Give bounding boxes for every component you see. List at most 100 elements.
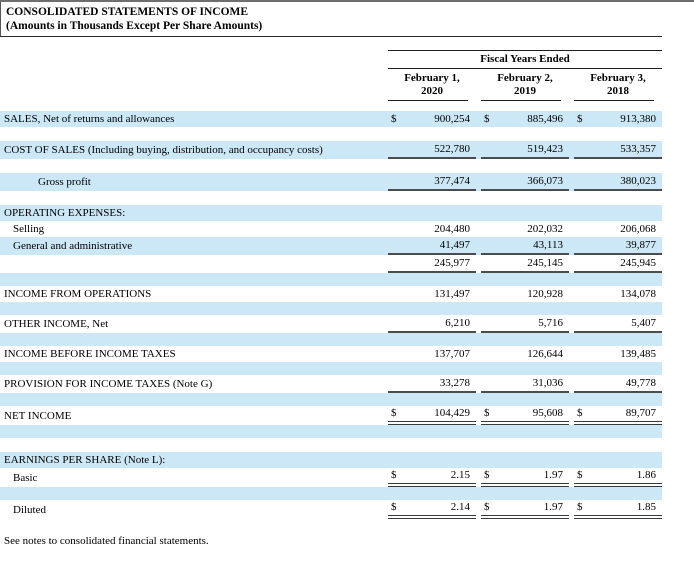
- row-cell: 202,032: [481, 221, 569, 237]
- row-cell: 41,497: [388, 237, 476, 255]
- dollar-sign: $: [577, 501, 583, 513]
- row-cell: 366,073: [481, 173, 569, 191]
- table-row: Diluted $ 2.14 $ 1.97 $ 1.85: [0, 500, 662, 519]
- table-row: OPERATING EXPENSES:: [0, 205, 662, 221]
- row-cell: $ 2.15: [388, 468, 476, 487]
- row-value: 39,877: [625, 239, 656, 251]
- spacer-row: [0, 425, 662, 438]
- footnote: See notes to consolidated financial stat…: [4, 535, 209, 547]
- column-header-line2: 2019: [514, 85, 536, 97]
- row-value: 134,078: [620, 288, 656, 300]
- row-label: General and administrative: [13, 240, 133, 252]
- dollar-sign: $: [391, 407, 397, 419]
- column-header-rule: [388, 100, 468, 101]
- row-value: 33,278: [439, 377, 470, 389]
- row-value: 43,113: [533, 239, 563, 251]
- column-date-headers: February 1, 2020 February 2, 2019 Februa…: [388, 69, 662, 101]
- row-cell: 126,644: [481, 346, 569, 362]
- row-cell: [388, 205, 476, 221]
- row-value: 885,496: [527, 113, 563, 125]
- spacer-row: [0, 273, 662, 286]
- row-label: Basic: [13, 471, 38, 484]
- dollar-sign: $: [577, 469, 583, 481]
- row-cell: 377,474: [388, 173, 476, 191]
- spacer-row: [0, 127, 662, 141]
- document-subtitle: (Amounts in Thousands Except Per Share A…: [6, 20, 263, 32]
- row-value: 41,497: [439, 239, 470, 251]
- row-label: Selling: [13, 223, 45, 235]
- row-cell: [574, 452, 662, 468]
- row-cell: $ 1.86: [574, 468, 662, 487]
- row-value: 522,780: [434, 143, 470, 155]
- row-cell: 33,278: [388, 375, 476, 393]
- row-label: NET INCOME: [4, 409, 72, 422]
- row-value: 104,429: [434, 407, 470, 419]
- dollar-sign: $: [391, 501, 397, 513]
- row-cell: [388, 452, 476, 468]
- row-value: 2.14: [450, 501, 470, 513]
- row-value: 131,497: [434, 288, 470, 300]
- row-label: EARNINGS PER SHARE (Note L):: [4, 454, 166, 466]
- table-row: COST OF SALES (Including buying, distrib…: [0, 141, 662, 159]
- dollar-sign: $: [577, 113, 583, 125]
- row-label: PROVISION FOR INCOME TAXES (Note G): [4, 378, 213, 390]
- row-value: 89,707: [625, 407, 656, 419]
- table-row: NET INCOME $ 104,429 $ 95,608 $ 89,707: [0, 406, 662, 425]
- row-cell: $ 104,429: [388, 406, 476, 425]
- row-cell: 49,778: [574, 375, 662, 393]
- table-row: SALES, Net of returns and allowances $ 9…: [0, 111, 662, 127]
- table-row: INCOME BEFORE INCOME TAXES 137,707 126,6…: [0, 346, 662, 362]
- row-cell: $ 1.97: [481, 500, 569, 519]
- spacer-row: [0, 191, 662, 205]
- row-cell: 204,480: [388, 221, 476, 237]
- row-value: 95,608: [532, 407, 563, 419]
- row-value: 1.97: [543, 501, 563, 513]
- row-value: 913,380: [620, 113, 656, 125]
- table-row: INCOME FROM OPERATIONS 131,497 120,928 1…: [0, 286, 662, 302]
- row-cell: 245,145: [481, 255, 569, 273]
- row-label: Gross profit: [38, 176, 91, 188]
- row-label: COST OF SALES (Including buying, distrib…: [4, 144, 323, 156]
- column-header-line1: February 2,: [497, 72, 553, 84]
- table-row: Basic $ 2.15 $ 1.97 $ 1.86: [0, 468, 662, 487]
- dollar-sign: $: [484, 113, 490, 125]
- spacer-row: [0, 393, 662, 406]
- row-cell: 245,977: [388, 255, 476, 273]
- row-cell: [481, 205, 569, 221]
- column-header-line2: 2018: [607, 85, 629, 97]
- table-row: OTHER INCOME, Net 6,210 5,716 5,407: [0, 315, 662, 333]
- table-body: SALES, Net of returns and allowances $ 9…: [0, 111, 662, 519]
- dollar-sign: $: [391, 113, 397, 125]
- row-label: INCOME FROM OPERATIONS: [4, 288, 152, 300]
- row-value: 126,644: [527, 348, 563, 360]
- row-value: 204,480: [434, 223, 470, 235]
- table-row: Selling 204,480 202,032 206,068: [0, 221, 662, 237]
- table-row: EARNINGS PER SHARE (Note L):: [0, 452, 662, 468]
- row-value: 202,032: [527, 223, 563, 235]
- row-cell: 519,423: [481, 141, 569, 159]
- page-top-border: [0, 0, 694, 2]
- fiscal-years-ended-header: Fiscal Years Ended: [388, 50, 662, 69]
- dollar-sign: $: [484, 469, 490, 481]
- table-row: 245,977 245,145 245,945: [0, 255, 662, 273]
- row-value: 5,407: [631, 317, 656, 329]
- row-value: 5,716: [538, 317, 563, 329]
- row-cell: 6,210: [388, 315, 476, 333]
- row-cell: 533,357: [574, 141, 662, 159]
- row-label: INCOME BEFORE INCOME TAXES: [4, 348, 176, 360]
- dollar-sign: $: [484, 407, 490, 419]
- row-cell: 31,036: [481, 375, 569, 393]
- row-cell: 43,113: [481, 237, 569, 255]
- row-cell: [574, 205, 662, 221]
- dollar-sign: $: [391, 469, 397, 481]
- row-cell: 120,928: [481, 286, 569, 302]
- row-cell: $ 1.85: [574, 500, 662, 519]
- row-value: 137,707: [434, 348, 470, 360]
- row-value: 245,977: [434, 257, 470, 269]
- column-header-fy2018: February 3, 2018: [574, 69, 662, 101]
- row-value: 206,068: [620, 223, 656, 235]
- column-header-line2: 2020: [421, 85, 443, 97]
- row-cell: 206,068: [574, 221, 662, 237]
- title-divider: [0, 36, 662, 37]
- dollar-sign: $: [577, 407, 583, 419]
